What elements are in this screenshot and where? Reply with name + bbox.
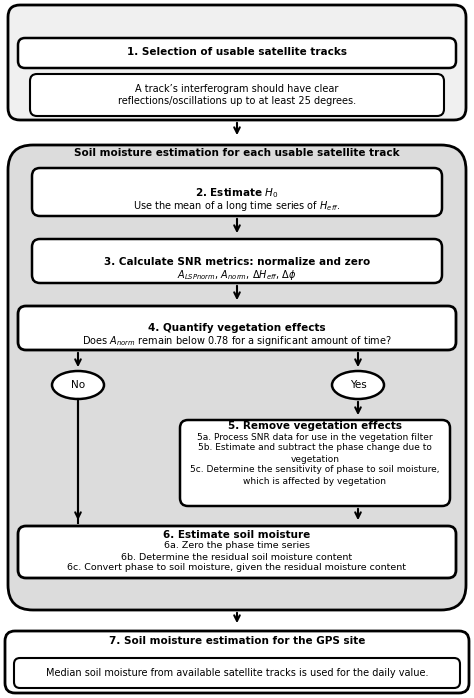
Text: Use the mean of a long time series of $H_{eff}$.: Use the mean of a long time series of $H… <box>134 199 340 213</box>
FancyBboxPatch shape <box>32 239 442 283</box>
FancyBboxPatch shape <box>8 145 466 610</box>
FancyBboxPatch shape <box>18 306 456 350</box>
Text: 6c. Convert phase to soil moisture, given the residual moisture content: 6c. Convert phase to soil moisture, give… <box>67 563 407 572</box>
Text: 7. Soil moisture estimation for the GPS site: 7. Soil moisture estimation for the GPS … <box>109 636 365 646</box>
FancyBboxPatch shape <box>180 420 450 506</box>
Text: 2. Estimate $H_0$: 2. Estimate $H_0$ <box>195 186 279 200</box>
Text: Yes: Yes <box>350 380 366 390</box>
Text: 6a. Zero the phase time series: 6a. Zero the phase time series <box>164 542 310 551</box>
FancyBboxPatch shape <box>30 74 444 116</box>
Text: 6b. Determine the residual soil moisture content: 6b. Determine the residual soil moisture… <box>121 553 353 561</box>
Text: Soil moisture estimation for each usable satellite track: Soil moisture estimation for each usable… <box>74 148 400 158</box>
FancyBboxPatch shape <box>14 658 460 688</box>
Text: 1. Selection of usable satellite tracks: 1. Selection of usable satellite tracks <box>127 47 347 57</box>
Text: 5a. Process SNR data for use in the vegetation filter: 5a. Process SNR data for use in the vege… <box>197 433 433 442</box>
Text: 4. Quantify vegetation effects: 4. Quantify vegetation effects <box>148 323 326 333</box>
Text: Does $A_{norm}$ remain below 0.78 for a significant amount of time?: Does $A_{norm}$ remain below 0.78 for a … <box>82 334 392 348</box>
Text: 5c. Determine the sensitivity of phase to soil moisture,: 5c. Determine the sensitivity of phase t… <box>190 466 440 475</box>
Text: 5. Remove vegetation effects: 5. Remove vegetation effects <box>228 421 402 431</box>
FancyBboxPatch shape <box>8 5 466 120</box>
Text: $A_{LSPnorm}$, $A_{norm}$, $\Delta H_{eff}$, $\Delta\phi$: $A_{LSPnorm}$, $A_{norm}$, $\Delta H_{ef… <box>177 268 297 282</box>
FancyBboxPatch shape <box>5 631 469 693</box>
Text: 3. Calculate SNR metrics: normalize and zero: 3. Calculate SNR metrics: normalize and … <box>104 257 370 267</box>
Ellipse shape <box>332 371 384 399</box>
Text: which is affected by vegetation: which is affected by vegetation <box>244 477 386 486</box>
Text: A track’s interferogram should have clear
reflections/oscillations up to at leas: A track’s interferogram should have clea… <box>118 84 356 106</box>
FancyBboxPatch shape <box>32 168 442 216</box>
Ellipse shape <box>52 371 104 399</box>
FancyBboxPatch shape <box>18 38 456 68</box>
Text: 6. Estimate soil moisture: 6. Estimate soil moisture <box>164 530 310 540</box>
Text: vegetation: vegetation <box>291 454 339 463</box>
FancyBboxPatch shape <box>18 526 456 578</box>
Text: Median soil moisture from available satellite tracks is used for the daily value: Median soil moisture from available sate… <box>46 668 428 678</box>
Text: No: No <box>71 380 85 390</box>
Text: 5b. Estimate and subtract the phase change due to: 5b. Estimate and subtract the phase chan… <box>198 443 432 452</box>
